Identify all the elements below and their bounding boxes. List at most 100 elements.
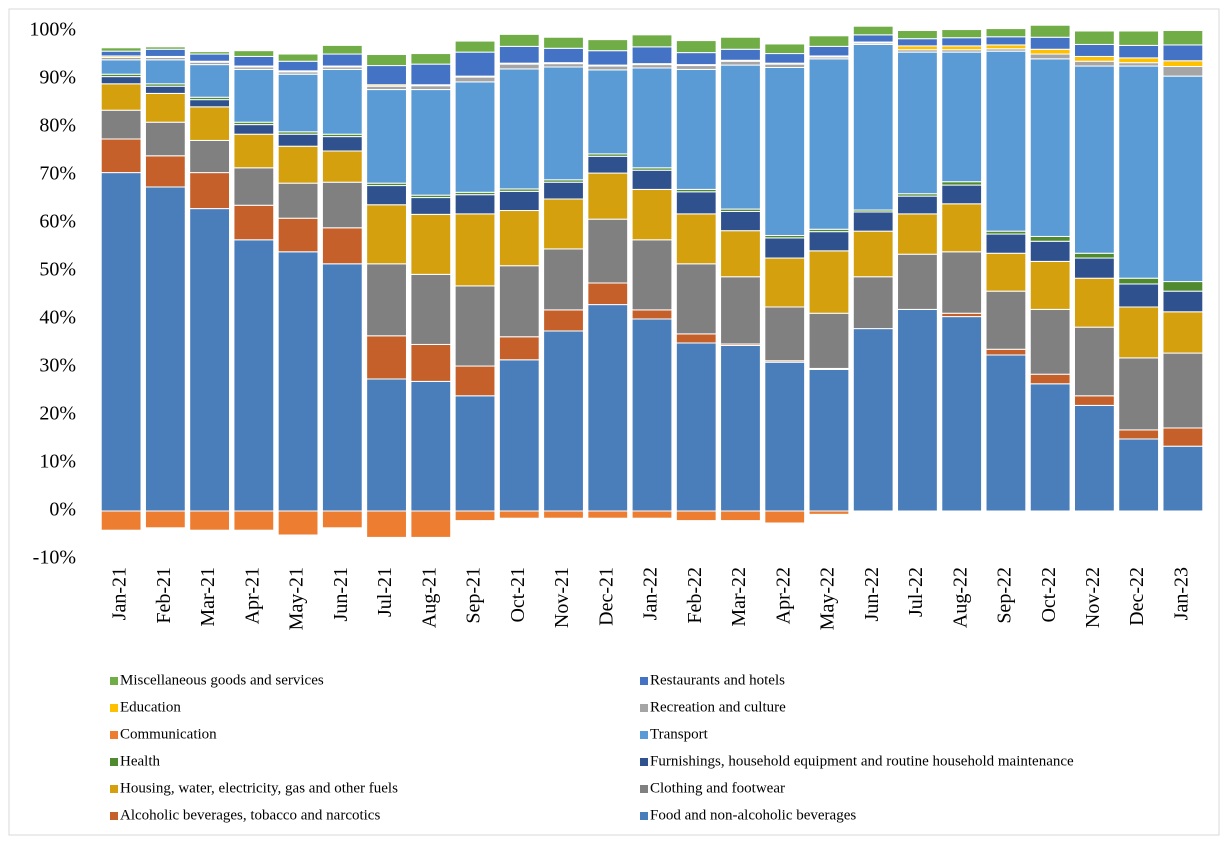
x-tick-label: Jan-21 [109,567,131,620]
bar-segment [543,63,584,68]
bar-segment [985,233,1027,254]
bar-segment [144,85,186,94]
legend-label: Communication [120,726,217,742]
bar-segment [720,510,761,522]
bar-segment [631,318,673,512]
x-tick-label: Jul-21 [374,567,396,617]
y-tick-label: 20% [39,403,76,425]
x-tick-label: May-22 [817,567,839,630]
bar-segment [941,51,983,183]
bar-segment [587,50,629,66]
bar-segment [410,510,452,538]
bar-segment [543,510,584,519]
bar-segment [720,230,761,278]
bar-segment [897,213,938,255]
bar-segment [189,139,231,174]
bar-segment [144,121,186,157]
bar-segment [233,55,275,67]
bar-segment [233,124,275,135]
bar-segment [410,197,452,215]
bar-segment [366,378,407,512]
bar-segment [1118,62,1160,67]
bar-segment [366,65,407,86]
bar-segment [321,150,363,183]
bar-segment [454,81,496,193]
bar-segment [100,510,142,531]
legend-label: Clothing and footwear [650,780,785,796]
bar-segment [277,182,319,219]
x-tick-label: Nov-21 [551,567,573,628]
bar-segment [941,184,983,205]
x-tick-label: May-21 [286,567,308,630]
bar-segment [1029,36,1071,50]
bar-segment [454,213,496,287]
bar-segment [587,282,629,306]
legend-swatch [110,758,118,766]
bar-segment [587,218,629,284]
bar-segment [321,136,363,152]
bar-segment [675,65,717,70]
bar-segment [233,510,275,531]
legend-swatch [110,812,118,820]
bar-segment [1162,427,1204,447]
y-tick-label: 0% [49,499,76,521]
bar-segment [1162,290,1204,313]
x-tick-label: Nov-22 [1082,567,1104,628]
bar-segment [498,210,540,267]
bar-segment [410,213,452,275]
y-tick-label: 10% [39,451,76,473]
bar-segment [100,109,142,140]
y-tick-label: 100% [29,19,76,41]
bar-segment [808,45,850,57]
bar-segment [764,257,806,308]
bar-segment [941,251,983,314]
bar-segment [587,69,629,155]
bar-segment [410,380,452,512]
bar-segment [1029,58,1071,237]
bar-segment [852,230,894,278]
bar-segment [631,67,673,169]
bar-segment [941,312,983,318]
bar-segment [543,248,584,311]
bar-segment [764,53,806,64]
bar-segment [277,133,319,147]
chart-frame [8,8,1220,836]
bar-segment [897,308,938,512]
bar-segment [675,191,717,215]
bar-segment [366,85,407,91]
legend-label: Health [120,753,160,769]
bar-segment [1118,357,1160,431]
bar-segment [631,188,673,241]
x-tick-label: Oct-22 [1038,567,1060,623]
bar-segment [1029,24,1071,38]
bar-segment [144,510,186,529]
bar-segment [1073,277,1115,328]
bar-segment [808,312,850,369]
bar-segment [321,44,363,55]
bar-segment [543,309,584,332]
y-tick-label: -10% [33,547,76,569]
bar-segment [189,510,231,531]
x-tick-label: Jan-22 [640,567,662,620]
y-tick-label: 80% [39,115,76,137]
bar-segment [1073,65,1115,254]
bar-segment [941,37,983,47]
legend-swatch [110,785,118,793]
bar-segment [985,348,1027,356]
bar-segment [764,306,806,362]
bar-segment [410,85,452,91]
x-tick-label: Feb-21 [153,567,175,624]
bar-segment [410,63,452,86]
bar-segment [321,227,363,265]
bar-segment [720,48,761,61]
bar-segment [1029,383,1071,512]
bar-segment [366,204,407,265]
x-tick-label: Jul-22 [905,567,927,617]
bar-segment [587,172,629,220]
bar-segment [1118,306,1160,359]
x-tick-label: Apr-22 [772,567,794,624]
bar-segment [675,342,717,512]
bar-segment [498,359,540,512]
bar-segment [410,53,452,65]
